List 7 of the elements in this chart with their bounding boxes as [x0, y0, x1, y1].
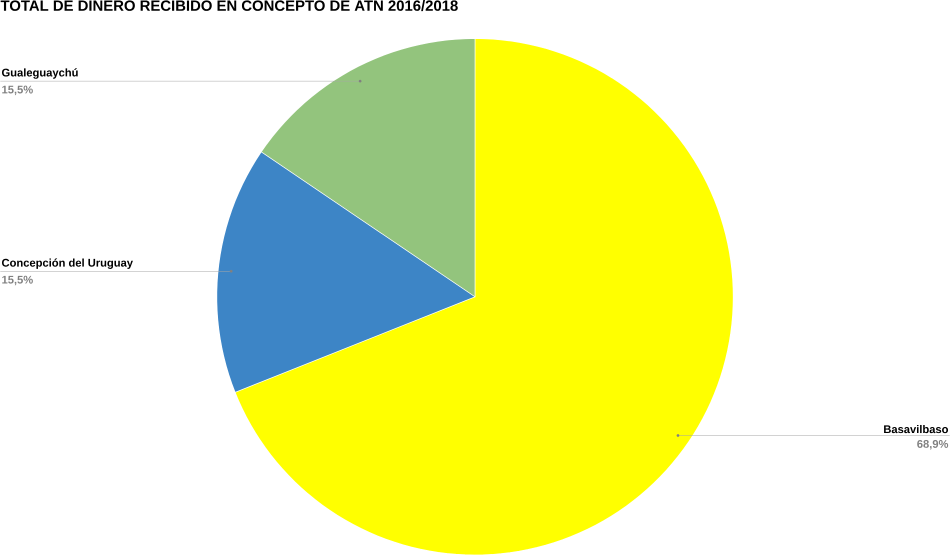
data-label: 15,5%: [2, 86, 33, 95]
slice-label: Basavilbaso: [884, 424, 948, 434]
data-label: 15,5%: [2, 276, 33, 286]
chart-title: TOTAL DE DINERO RECIBIDO EN CONCEPTO DE ATN 2016/2018: [0, 0, 458, 11]
data-label: 68,9%: [917, 440, 948, 450]
slice-label: Gualeguaychú: [2, 68, 78, 79]
slice-label: Concepción del Uruguay: [2, 258, 133, 269]
